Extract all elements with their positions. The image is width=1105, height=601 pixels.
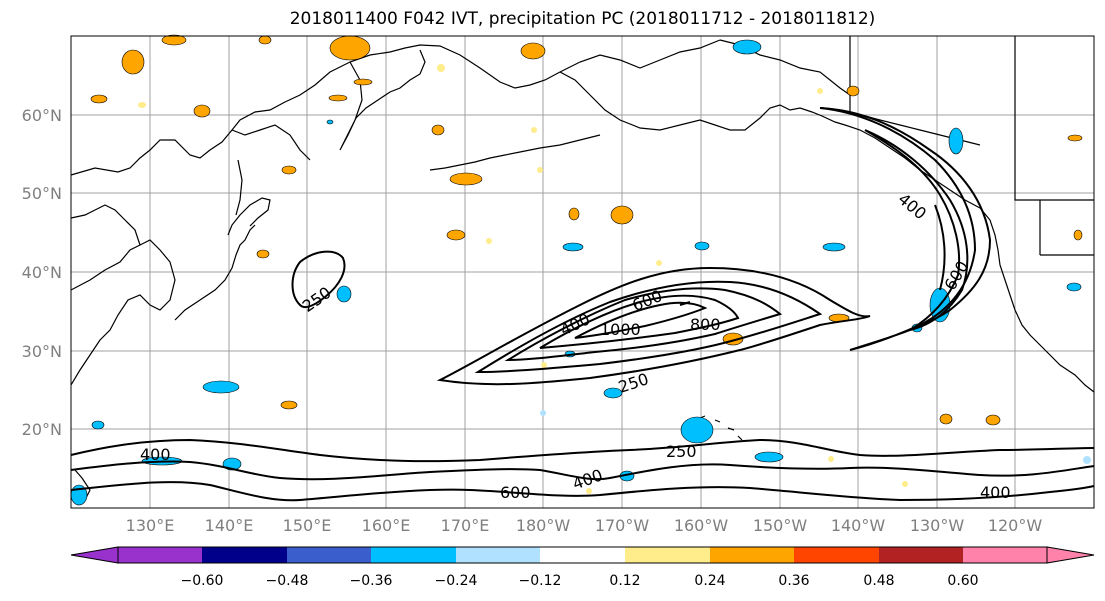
lon-label-160w: 160°W [674, 516, 729, 535]
colorbar-cell [794, 547, 879, 563]
lon-label-130w: 130°W [910, 516, 965, 535]
longitude-labels: 130°E 140°E 150°E 160°E 170°E 180°W 170°… [126, 516, 1043, 535]
precip-shading [70, 34, 1091, 506]
lat-label-60n: 60°N [22, 106, 62, 125]
map-title: 2018011400 F042 IVT, precipitation PC (2… [289, 9, 876, 29]
colorbar-tick-label: −0.48 [266, 573, 309, 589]
lon-label-150e: 150°E [283, 516, 332, 535]
colorbar-cell [287, 547, 371, 563]
lon-label-140w: 140°W [831, 516, 886, 535]
colorbar-cell [371, 547, 456, 563]
colorbar-tick-label: 0.12 [609, 573, 640, 589]
lon-label-120w: 120°W [988, 516, 1043, 535]
lon-label-150w: 150°W [753, 516, 808, 535]
colorbar-cell [963, 547, 1047, 563]
contour-label-250-south: 250 [666, 442, 697, 461]
colorbar-tick-label: 0.24 [694, 573, 725, 589]
colorbar-tick-label: −0.36 [350, 573, 393, 589]
contour-label-600-south: 600 [500, 483, 531, 502]
map-frame [70, 35, 1095, 509]
colorbar-extend-high [1046, 546, 1095, 564]
colorbar-cell [710, 547, 794, 563]
contour-label-800-ar: 800 [690, 315, 721, 334]
colorbar-cell [118, 547, 202, 563]
contour-label-400-southeast: 400 [980, 483, 1011, 502]
colorbar: −0.60 −0.48 −0.36 −0.24 −0.12 0.12 0.24 0.36 0.4… [70, 546, 1095, 589]
lat-label-50n: 50°N [22, 184, 62, 203]
lon-label-140e: 140°E [205, 516, 254, 535]
lon-label-170w: 170°W [595, 516, 650, 535]
colorbar-cell [879, 547, 963, 563]
lat-label-40n: 40°N [22, 263, 62, 282]
colorbar-tick-label: −0.12 [519, 573, 562, 589]
colorbar-extend-low [70, 546, 119, 564]
lon-label-170e: 170°E [441, 516, 490, 535]
colorbar-tick-label: 0.60 [947, 573, 978, 589]
contour-label-1000-ar: 1000 [600, 320, 641, 339]
lon-label-160e: 160°E [362, 516, 411, 535]
colorbar-cell [456, 547, 540, 563]
contour-label-400-southwest: 400 [140, 445, 171, 464]
colorbar-tick-label: 0.36 [778, 573, 809, 589]
colorbar-tick-label: 0.48 [863, 573, 894, 589]
ivt-contours [70, 107, 1095, 502]
colorbar-tick-label: −0.60 [181, 573, 224, 589]
colorbar-cell [540, 547, 625, 563]
colorbar-tick-label: −0.24 [435, 573, 478, 589]
lat-label-20n: 20°N [22, 420, 62, 439]
lon-label-130e: 130°E [126, 516, 175, 535]
lon-label-180w: 180°W [516, 516, 571, 535]
lat-label-30n: 30°N [22, 342, 62, 361]
latitude-labels: 60°N 50°N 40°N 30°N 20°N [22, 106, 62, 439]
colorbar-cell [625, 547, 710, 563]
colorbar-cell [202, 547, 287, 563]
